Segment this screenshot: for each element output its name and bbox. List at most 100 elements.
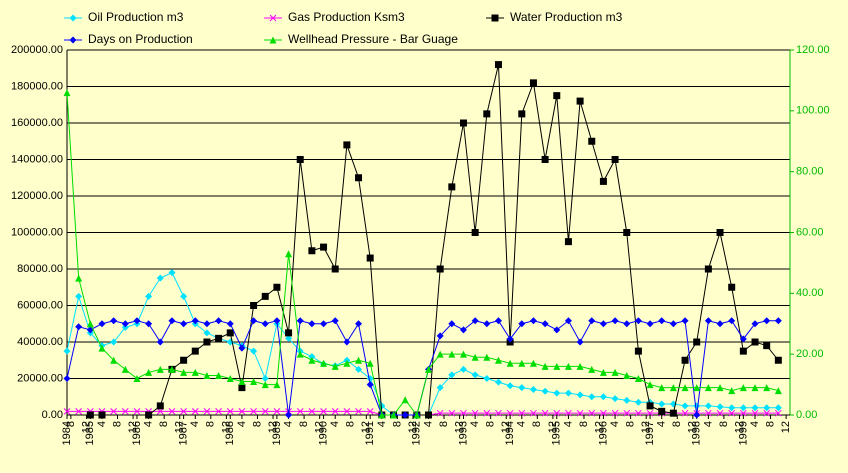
data-point — [355, 174, 363, 182]
legend-marker — [269, 36, 277, 44]
data-point — [145, 368, 153, 376]
data-point — [63, 89, 71, 97]
y-tick-label: 40000.00 — [17, 336, 63, 348]
data-point — [716, 229, 724, 236]
data-point — [320, 407, 327, 415]
data-point — [529, 317, 537, 325]
data-point — [751, 404, 759, 412]
x-tick-label: 1989 — [271, 421, 283, 445]
y-tick-label: 80000.00 — [17, 263, 63, 275]
data-point — [308, 320, 316, 328]
data-point — [506, 335, 514, 343]
x-tick-label: 1996 — [597, 421, 609, 445]
data-point — [261, 292, 269, 300]
y2-tick-label: 80.00 — [796, 166, 824, 178]
data-point — [425, 365, 432, 373]
x-tick-label: 4 — [376, 421, 388, 427]
data-point — [448, 350, 456, 358]
x-tick-label: 8 — [485, 421, 497, 427]
data-point — [110, 356, 118, 364]
data-point — [506, 382, 514, 390]
data-point — [226, 375, 234, 382]
data-point — [86, 320, 94, 328]
data-point — [203, 320, 211, 328]
data-point — [145, 292, 153, 300]
data-point — [763, 404, 771, 412]
data-point — [238, 344, 246, 352]
y2-tick-label: 100.00 — [796, 105, 830, 117]
data-point — [705, 409, 712, 417]
data-point — [494, 317, 502, 325]
x-tick-label: 12 — [267, 421, 279, 433]
data-point — [250, 378, 258, 386]
data-point — [576, 409, 584, 417]
data-point — [471, 317, 479, 325]
data-point — [331, 317, 339, 325]
x-tick-label: 1986 — [131, 421, 143, 445]
data-point — [238, 378, 246, 386]
data-point — [763, 409, 771, 417]
data-point — [355, 320, 363, 328]
data-point — [459, 119, 467, 127]
x-tick-label: 8 — [205, 421, 217, 427]
data-point — [553, 92, 561, 100]
x-tick-label: 8 — [345, 421, 357, 427]
x-tick-label: 1992 — [411, 421, 423, 445]
data-point — [623, 371, 631, 379]
data-point — [436, 350, 444, 358]
data-point — [226, 320, 234, 328]
data-point — [261, 407, 269, 415]
data-point — [180, 320, 188, 328]
x-tick-label: 4 — [329, 421, 341, 427]
data-point — [331, 362, 339, 370]
data-point — [646, 381, 654, 389]
data-point — [728, 387, 736, 395]
data-point — [250, 407, 257, 415]
x-tick-label: 4 — [96, 421, 108, 427]
x-tick-label: 8 — [158, 421, 170, 427]
data-point — [623, 396, 631, 404]
x-tick-label: 8 — [671, 421, 683, 427]
data-point — [494, 378, 502, 386]
data-point — [471, 353, 479, 361]
data-point — [634, 317, 642, 325]
series-line — [66, 92, 779, 417]
data-point — [646, 402, 654, 410]
data-point — [308, 353, 316, 361]
data-point — [355, 356, 363, 364]
data-point — [739, 335, 747, 343]
data-point — [75, 292, 83, 300]
x-tick-label: 12 — [127, 421, 139, 433]
data-point — [331, 407, 339, 415]
data-point — [518, 320, 526, 328]
data-point — [215, 371, 223, 379]
data-point — [751, 409, 759, 417]
data-point — [611, 409, 619, 417]
data-point — [273, 381, 281, 389]
x-tick-label: 4 — [143, 421, 155, 427]
data-point — [238, 407, 246, 415]
data-point — [436, 384, 444, 392]
data-point — [98, 320, 106, 328]
data-point — [121, 320, 129, 328]
data-point — [168, 407, 176, 415]
data-point — [634, 398, 642, 406]
x-tick-label: 1998 — [691, 421, 703, 445]
data-point — [541, 409, 549, 417]
x-tick-label: 4 — [469, 421, 481, 427]
data-point — [110, 407, 117, 415]
data-point — [320, 320, 328, 328]
data-point — [681, 402, 689, 410]
data-point — [739, 384, 747, 392]
data-point — [215, 334, 223, 342]
data-point — [588, 317, 596, 325]
x-tick-label: 8 — [111, 421, 123, 427]
x-tick-label: 8 — [391, 421, 403, 427]
data-point — [518, 359, 526, 367]
data-point — [121, 323, 129, 331]
data-point — [448, 371, 456, 379]
x-tick-label: 12 — [454, 421, 466, 433]
data-point — [728, 409, 736, 417]
x-tick-label: 12 — [687, 421, 699, 433]
x-tick-label: 8 — [438, 421, 450, 427]
